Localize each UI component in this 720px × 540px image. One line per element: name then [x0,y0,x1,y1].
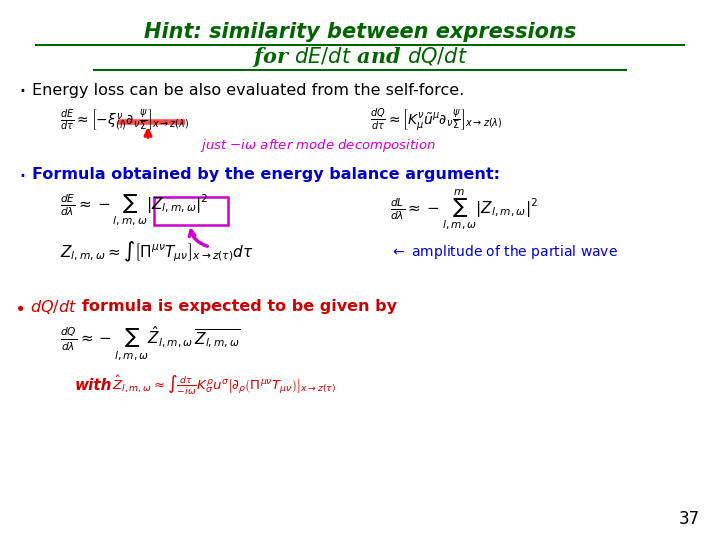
Text: $\hat{Z}_{l,m,\omega} \approx \int\frac{d\tau}{-i\omega}K^{\rho}_{\sigma}u^{\sig: $\hat{Z}_{l,m,\omega} \approx \int\frac{… [112,373,336,397]
Text: $\mathit{dQ/dt}$: $\mathit{dQ/dt}$ [30,298,77,316]
Text: with: with [75,377,112,393]
Text: $\leftarrow$ amplitude of the partial wave: $\leftarrow$ amplitude of the partial wa… [390,243,618,261]
Text: for $\mathit{dE/dt}$ and $\mathit{dQ/dt}$: for $\mathit{dE/dt}$ and $\mathit{dQ/dt}… [252,45,468,69]
Text: $\cdot$: $\cdot$ [18,78,25,102]
Text: Energy loss can be also evaluated from the self-force.: Energy loss can be also evaluated from t… [32,83,464,98]
Text: $\cdot$: $\cdot$ [18,163,25,187]
Text: $\frac{dE}{d\tau} \approx \left[-\xi^{\nu}_{(l)}\partial_{\nu}\frac{\psi}{\Sigma: $\frac{dE}{d\tau} \approx \left[-\xi^{\n… [60,107,189,133]
Text: $\frac{dQ}{d\tau} \approx \left[K^{\nu}_{\mu}\tilde{u}^{\mu}\partial_{\nu}\frac{: $\frac{dQ}{d\tau} \approx \left[K^{\nu}_… [370,107,503,133]
Text: formula is expected to be given by: formula is expected to be given by [82,300,397,314]
Text: $\frac{dE}{d\lambda} \approx -\sum_{l,m,\omega}\left|Z_{l,m,\omega}\right|^2$: $\frac{dE}{d\lambda} \approx -\sum_{l,m,… [60,192,209,227]
Text: Formula obtained by the energy balance argument:: Formula obtained by the energy balance a… [32,167,500,183]
Text: Hint: similarity between expressions: Hint: similarity between expressions [144,22,576,42]
Text: $Z_{l,m,\omega} \approx \int\left[\Pi^{\mu\nu}T_{\mu\nu}\right]_{x\rightarrow z(: $Z_{l,m,\omega} \approx \int\left[\Pi^{\… [60,240,254,264]
Text: $\frac{dQ}{d\lambda} \approx -\sum_{l,m,\omega}\hat{Z}_{l,m,\omega}\,\overline{Z: $\frac{dQ}{d\lambda} \approx -\sum_{l,m,… [60,324,240,362]
Text: $\bullet$: $\bullet$ [14,298,24,316]
Text: $\frac{dL}{d\lambda} \approx -\sum_{l,m,\omega}^{m}\left|Z_{l,m,\omega}\right|^2: $\frac{dL}{d\lambda} \approx -\sum_{l,m,… [390,188,538,232]
Text: just $-i\omega$ after mode decomposition: just $-i\omega$ after mode decomposition [200,138,436,154]
Text: 37: 37 [679,510,700,528]
